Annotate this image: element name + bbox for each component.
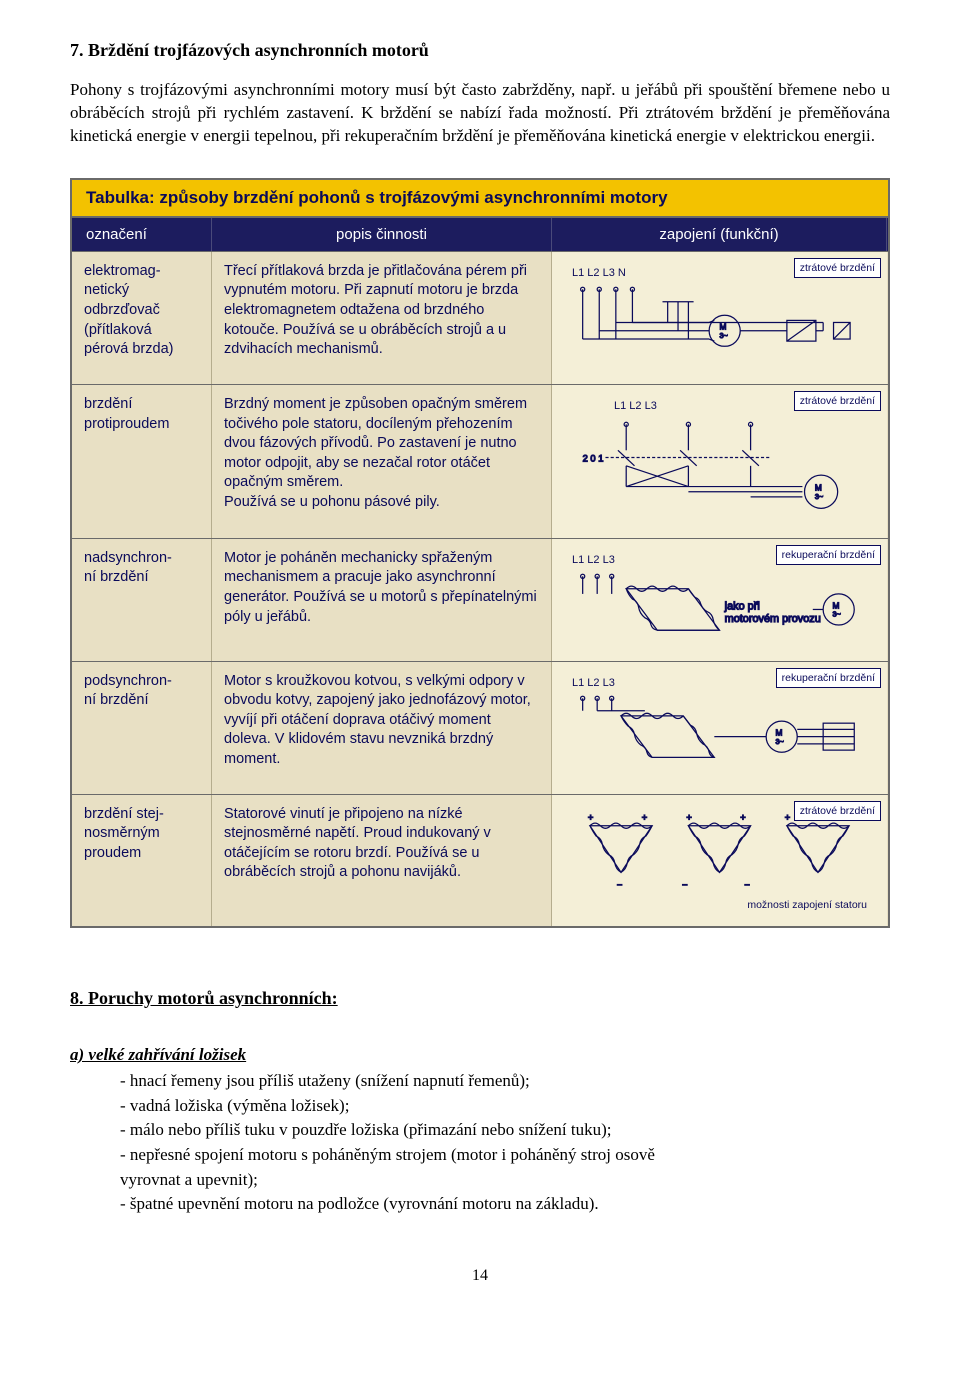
row-diagram: ztrátové brzdění L1 L2 L3 2 0 1 M3~ [552,385,887,538]
svg-text:+: + [588,812,593,822]
section-8-title: 8. Poruchy motorů asynchronních: [70,988,890,1009]
svg-text:3~: 3~ [720,331,728,340]
brake-type-badge: ztrátové brzdění [794,258,881,278]
list-item: vyrovnat a upevnit); [132,1168,890,1193]
section-7-paragraph: Pohony s trojfázovými asynchronními moto… [70,79,890,148]
list-item: - nepřesné spojení motoru s poháněným st… [132,1143,890,1168]
svg-text:+: + [686,812,691,822]
diagram-footnote: možnosti zapojení statoru [564,898,875,916]
subsection-a-title: a) velké zahřívání ložisek [70,1045,890,1065]
list-item: - málo nebo příliš tuku v pouzdře ložisk… [132,1118,890,1143]
circuit-diagram: M3~ [564,690,875,783]
row-desc: Brzdný moment je způsoben opačným směrem… [212,385,552,538]
brake-type-badge: ztrátové brzdění [794,801,881,821]
svg-text:+: + [642,812,647,822]
row-name: nadsynchron- ní brzdění [72,539,212,661]
row-diagram: rekuperační brzdění L1 L2 L3 M3~ [552,662,887,794]
row-name: brzdění stej- nosměrným proudem [72,795,212,926]
table-row: brzdění stej- nosměrným proudem Statorov… [72,794,888,926]
svg-text:3~: 3~ [832,609,840,618]
page-number: 14 [70,1267,890,1285]
head-diag: zapojení (funkční) [552,218,887,251]
table-row: podsynchron- ní brzdění Motor s kroužkov… [72,661,888,794]
table-title: Tabulka: způsoby brzdění pohonů s trojfá… [72,180,888,218]
table-row: brzdění protiproudem Brzdný moment je zp… [72,384,888,538]
list-item: - hnací řemeny jsou příliš utaženy (sníž… [132,1069,890,1094]
row-diagram: ztrátové brzdění + + − + + [552,795,887,926]
row-desc: Motor s kroužkovou kotvou, s velkými odp… [212,662,552,794]
svg-text:2 0 1: 2 0 1 [583,453,604,463]
list-item: - špatné upevnění motoru na podložce (vy… [132,1192,890,1217]
head-name: označení [72,218,212,251]
row-name: elektromag- netický odbrzďovač (přítlako… [72,252,212,384]
table-head-row: označení popis činnosti zapojení (funkčn… [72,218,888,251]
row-name: podsynchron- ní brzdění [72,662,212,794]
svg-text:−: − [617,880,622,890]
brake-type-badge: rekuperační brzdění [776,545,881,565]
braking-table: Tabulka: způsoby brzdění pohonů s trojfá… [70,178,890,928]
svg-text:3~: 3~ [775,737,783,746]
svg-text:−: − [744,880,749,890]
svg-text:jako při: jako při [724,600,760,612]
brake-type-badge: rekuperační brzdění [776,668,881,688]
row-name: brzdění protiproudem [72,385,212,538]
brake-type-badge: ztrátové brzdění [794,391,881,411]
circuit-diagram: M3~ [564,281,875,374]
svg-text:+: + [740,812,745,822]
table-row: nadsynchron- ní brzdění Motor je poháněn… [72,538,888,661]
circuit-diagram: 2 0 1 M3~ [564,414,875,528]
svg-text:3~: 3~ [815,492,823,501]
svg-text:−: − [682,880,687,890]
bullet-list: - hnací řemeny jsou příliš utaženy (sníž… [120,1069,890,1217]
list-item: - vadná ložiska (výměna ložisek); [132,1094,890,1119]
row-desc: Motor je poháněn mechanicky spřaženým me… [212,539,552,661]
section-7-title: 7. Brždění trojfázových asynchronních mo… [70,40,890,61]
head-desc: popis činnosti [212,218,552,251]
svg-text:motorovém provozu: motorovém provozu [725,613,821,625]
table-row: elektromag- netický odbrzďovač (přítlako… [72,251,888,384]
row-desc: Statorové vinutí je připojeno na nízké s… [212,795,552,926]
row-diagram: rekuperační brzdění L1 L2 L3 jako při mo… [552,539,887,661]
circuit-diagram: jako při motorovém provozu M3~ [564,568,875,651]
svg-text:+: + [785,812,790,822]
row-desc: Třecí přítlaková brzda je přitlačována p… [212,252,552,384]
row-diagram: ztrátové brzdění L1 L2 L3 N M3~ [552,252,887,384]
